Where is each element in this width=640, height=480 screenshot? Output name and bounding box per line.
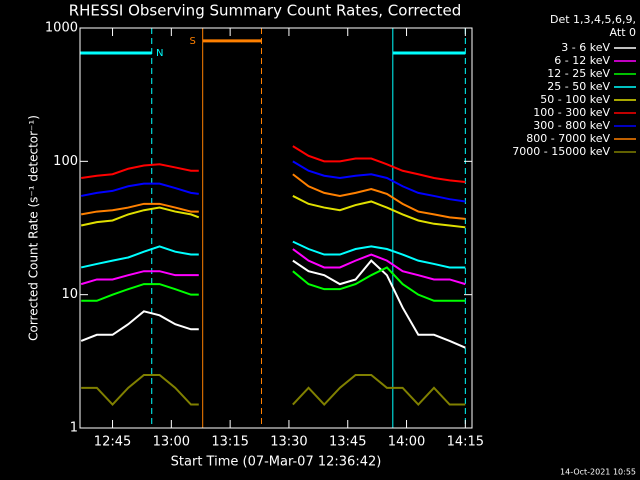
- x-tick-label: 13:15: [211, 435, 248, 450]
- y-tick-label: 100: [53, 154, 78, 169]
- legend-label: 3 - 6 keV: [561, 41, 610, 54]
- series-line: [81, 266, 466, 302]
- x-tick-label: 13:30: [270, 435, 307, 450]
- legend-label: 100 - 300 keV: [533, 106, 610, 119]
- x-tick-label: 14:00: [388, 435, 425, 450]
- y-tick-label: 1: [70, 421, 78, 436]
- series-line: [80, 259, 466, 349]
- legend-title: Det 1,3,4,5,6,9,: [550, 13, 636, 26]
- y-tick-label: 10: [61, 287, 78, 302]
- series-line: [80, 160, 466, 203]
- legend-label: 800 - 7000 keV: [526, 132, 610, 145]
- legend-label: 25 - 50 keV: [547, 80, 610, 93]
- x-tick-label: 12:45: [94, 435, 131, 450]
- series-line: [81, 145, 466, 183]
- y-axis-label: Corrected Count Rate (s⁻¹ detector⁻¹): [27, 115, 41, 341]
- plot-frame: [79, 27, 473, 429]
- y-tick-label: 1000: [45, 21, 78, 36]
- legend-label: 50 - 100 keV: [540, 93, 610, 106]
- x-tick-label: 13:00: [153, 435, 190, 450]
- series-line: [81, 373, 466, 406]
- x-tick-label: 14:15: [447, 435, 484, 450]
- chart-title: RHESSI Observing Summary Count Rates, Co…: [69, 2, 462, 20]
- legend-label: 300 - 800 keV: [533, 119, 610, 132]
- series-line: [80, 248, 466, 286]
- legend-title: Att 0: [610, 26, 636, 39]
- series-line: [80, 173, 466, 220]
- series-line: [80, 195, 466, 229]
- x-tick-label: 13:45: [329, 435, 366, 450]
- legend-label: 7000 - 15000 keV: [512, 145, 610, 158]
- footer: 14-Oct-2021 10:55: [560, 468, 636, 477]
- legend-label: 12 - 25 keV: [547, 67, 610, 80]
- flag-label: S: [190, 36, 196, 47]
- x-axis-label: Start Time (07-Mar-07 12:36:42): [171, 455, 382, 470]
- flag-label: N: [156, 48, 163, 59]
- legend-label: 6 - 12 keV: [554, 54, 610, 67]
- series-line: [80, 240, 466, 269]
